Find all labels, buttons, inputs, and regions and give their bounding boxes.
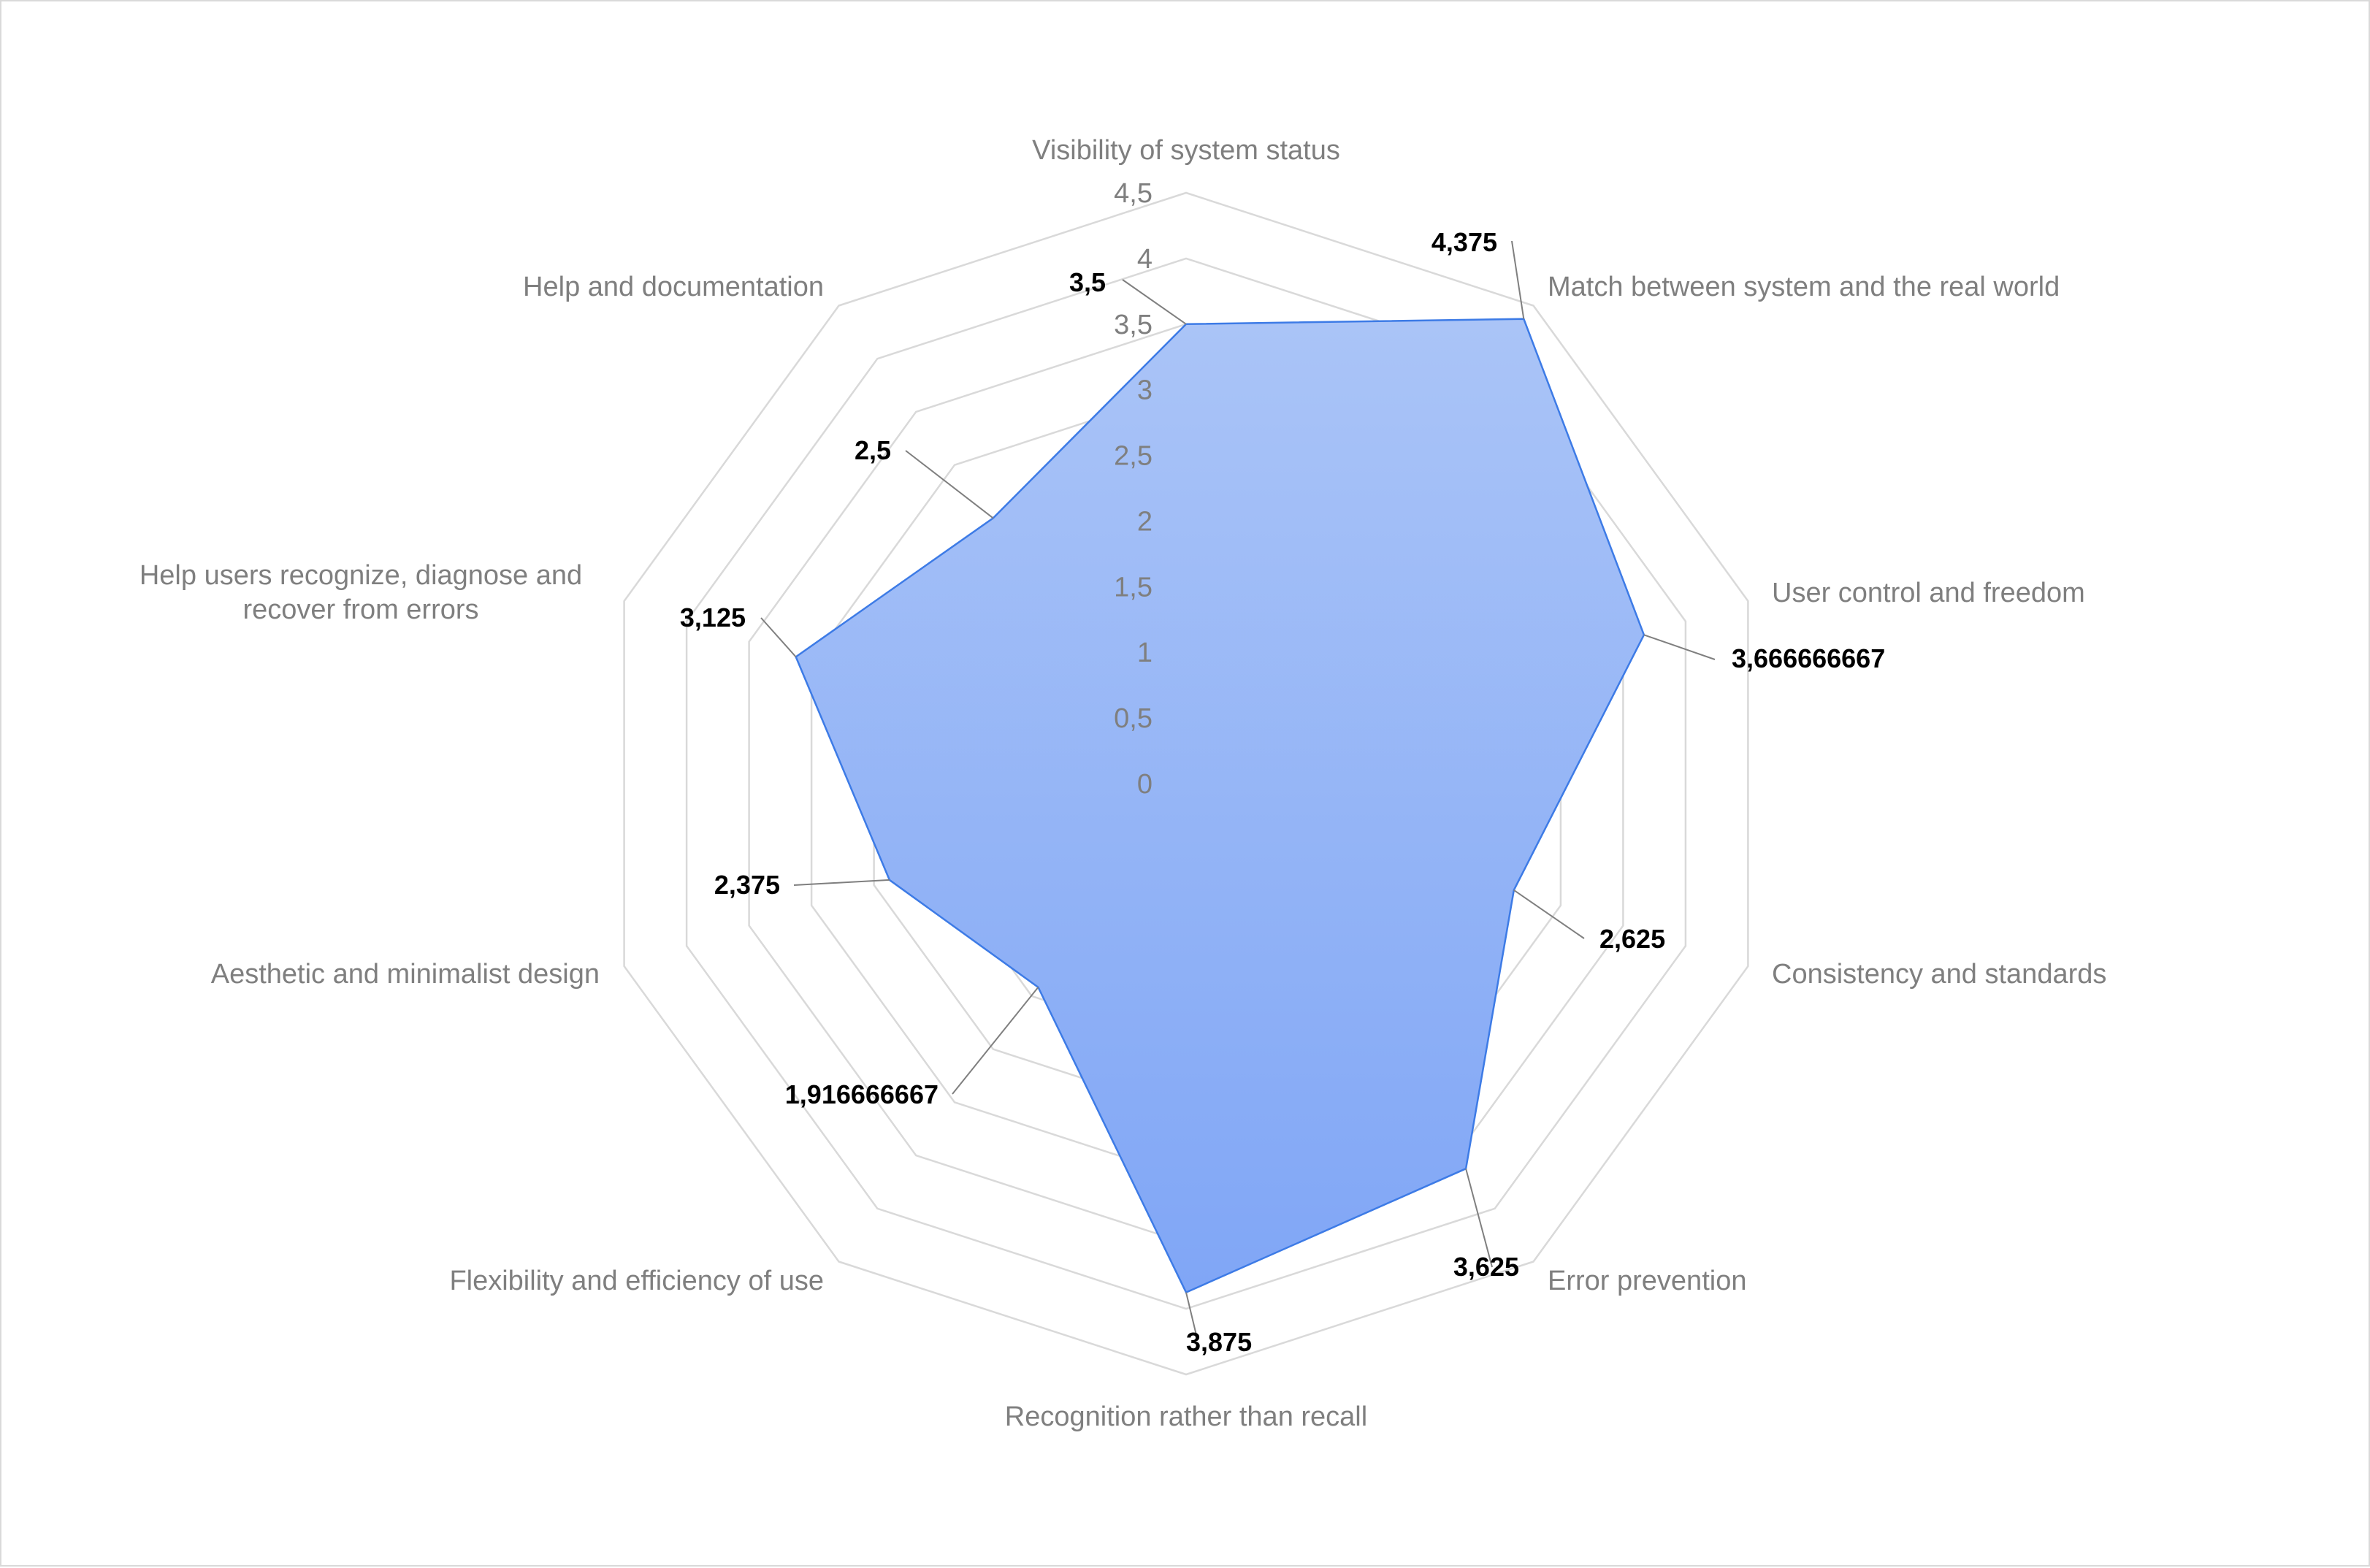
axis-label-6: Flexibility and efficiency of use bbox=[449, 1266, 824, 1296]
tick-label-0: 0 bbox=[1137, 769, 1152, 800]
grid-ring-8 bbox=[685, 257, 1687, 1310]
axis-label-2: User control and freedom bbox=[1772, 578, 2085, 608]
data-label-0: 3,5 bbox=[1069, 267, 1106, 297]
tick-label-6: 3 bbox=[1137, 375, 1152, 406]
tick-label-7: 3,5 bbox=[1114, 310, 1152, 340]
leader-line-9 bbox=[905, 450, 994, 519]
tick-label-3: 1,5 bbox=[1114, 572, 1152, 603]
axis-label-5: Recognition rather than recall bbox=[1005, 1401, 1367, 1432]
leader-lines bbox=[760, 240, 1716, 1336]
tick-labels: 0 0,5 1 1,5 2 2,5 3 3,5 4 4,5 bbox=[1114, 178, 1152, 800]
leader-line-5 bbox=[1185, 1292, 1197, 1336]
tick-label-2: 1 bbox=[1137, 638, 1152, 668]
axis-label-8: Help users recognize, diagnose and recove… bbox=[139, 560, 582, 625]
axis-label-9: Help and documentation bbox=[523, 272, 824, 302]
data-label-7: 2,375 bbox=[714, 870, 780, 900]
tick-label-1: 0,5 bbox=[1114, 703, 1152, 734]
leader-line-8 bbox=[760, 617, 797, 658]
data-label-9: 2,5 bbox=[855, 435, 891, 465]
data-label-1: 4,375 bbox=[1431, 227, 1497, 257]
leader-line-6 bbox=[952, 987, 1039, 1095]
data-label-5: 3,875 bbox=[1186, 1327, 1252, 1357]
leader-line-4 bbox=[1465, 1168, 1493, 1268]
axis-label-4: Error prevention bbox=[1548, 1266, 1746, 1296]
data-label-6: 1,916666667 bbox=[785, 1079, 939, 1109]
data-label-2: 3,666666667 bbox=[1732, 643, 1885, 673]
data-label-8: 3,125 bbox=[680, 603, 746, 632]
axis-label-7: Aesthetic and minimalist design bbox=[211, 959, 600, 990]
axis-label-0: Visibility of system status bbox=[1032, 135, 1340, 166]
leader-line-3 bbox=[1513, 889, 1585, 939]
tick-label-4: 2 bbox=[1137, 506, 1152, 537]
leader-line-1 bbox=[1511, 240, 1525, 319]
grid-ring-9 bbox=[623, 191, 1749, 1376]
axis-labels: Visibility of system status Match between… bbox=[139, 135, 2107, 1432]
leader-line-2 bbox=[1643, 634, 1716, 660]
data-label-4: 3,625 bbox=[1453, 1252, 1519, 1282]
axis-label-3: Consistency and standards bbox=[1772, 959, 2106, 990]
tick-label-5: 2,5 bbox=[1114, 441, 1152, 472]
tick-label-9: 4,5 bbox=[1114, 178, 1152, 209]
leader-line-0 bbox=[1122, 279, 1187, 325]
data-label-3: 2,625 bbox=[1599, 924, 1665, 954]
data-labels: 3,5 4,375 3,666666667 2,625 3,625 3,875 1,9166… bbox=[680, 227, 1885, 1357]
axis-label-1: Match between system and the real world bbox=[1548, 272, 2060, 302]
leader-line-7 bbox=[793, 879, 890, 886]
tick-label-8: 4 bbox=[1137, 244, 1152, 275]
